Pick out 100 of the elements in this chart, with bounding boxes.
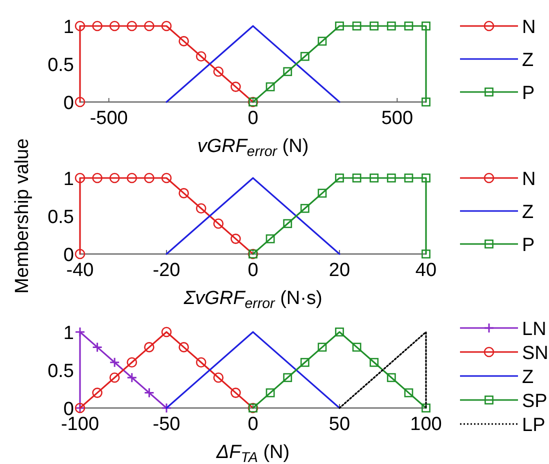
y-tick-label: 1 <box>63 323 74 344</box>
point <box>404 174 414 182</box>
x-axis-title: vGRF$_{error}$ (N) <box>197 136 309 160</box>
legend-label: P <box>522 83 535 104</box>
point <box>422 22 430 30</box>
point <box>161 172 172 184</box>
point <box>370 174 379 182</box>
point <box>335 22 344 30</box>
point <box>335 328 344 336</box>
y-tick-label: 0.5 <box>48 207 74 228</box>
y-tick-label: 0.5 <box>48 361 74 382</box>
point <box>404 22 414 30</box>
point <box>300 52 310 61</box>
point <box>352 22 362 30</box>
point <box>92 342 103 352</box>
x-axis-title: ΣvGRF$_{error}$ (N·s) <box>182 288 322 312</box>
point <box>196 203 206 214</box>
x-tick-label: -20 <box>152 260 180 281</box>
point <box>109 357 120 368</box>
point <box>266 82 275 92</box>
legend-label: LP <box>522 415 546 436</box>
point <box>196 357 206 368</box>
point <box>144 20 154 32</box>
point <box>109 172 120 184</box>
legend-label: N <box>522 169 536 190</box>
point <box>178 188 189 198</box>
point <box>144 172 154 184</box>
point <box>213 372 224 383</box>
x-tick-label: -50 <box>152 414 180 435</box>
point <box>213 218 224 229</box>
point <box>92 172 102 184</box>
point <box>109 372 120 383</box>
point <box>196 51 206 62</box>
legend-label: SN <box>522 343 548 364</box>
point <box>404 388 414 398</box>
point <box>144 342 154 352</box>
point <box>352 342 362 352</box>
point <box>300 204 310 213</box>
point <box>230 82 241 92</box>
point <box>370 22 379 30</box>
point <box>283 67 292 76</box>
point <box>318 36 327 46</box>
legend-label: Z <box>522 202 534 223</box>
point <box>74 172 86 184</box>
point <box>230 234 241 244</box>
x-axis-title: ΔF$_{TA}$ (N) <box>215 442 290 464</box>
x-tick-label: 0 <box>248 260 258 281</box>
x-tick-label: 0 <box>248 108 258 129</box>
x-tick-label: 40 <box>415 260 437 281</box>
y-tick-label: 0.5 <box>48 55 74 76</box>
point <box>74 326 86 338</box>
x-tick-label: -500 <box>90 108 128 129</box>
point <box>178 342 189 352</box>
point <box>126 372 138 383</box>
legend-label: SP <box>522 391 548 412</box>
point <box>230 388 241 398</box>
y-tick-label: 1 <box>63 169 74 190</box>
point <box>213 66 224 77</box>
y-axis-title: Membership value <box>12 138 33 294</box>
point <box>300 358 310 367</box>
legend-label: LN <box>522 319 546 340</box>
point <box>74 248 86 260</box>
point <box>266 234 275 244</box>
legend-label: P <box>522 235 535 256</box>
point <box>318 188 327 198</box>
point <box>352 174 362 182</box>
point <box>422 98 430 106</box>
point <box>92 388 102 398</box>
point <box>161 326 172 338</box>
point <box>161 402 172 414</box>
point <box>74 20 86 32</box>
point <box>126 357 138 368</box>
point <box>422 174 430 182</box>
point <box>178 36 189 46</box>
point <box>126 20 138 32</box>
x-tick-label: 100 <box>410 414 442 435</box>
legend-label: Z <box>522 50 534 71</box>
y-tick-label: 0 <box>63 93 74 114</box>
point <box>161 20 172 32</box>
point <box>266 388 275 398</box>
x-tick-label: 50 <box>328 414 350 435</box>
point <box>92 20 102 32</box>
point <box>370 358 379 367</box>
x-tick-label: 500 <box>381 108 414 129</box>
y-tick-label: 1 <box>63 17 74 38</box>
point <box>144 388 154 398</box>
point <box>386 373 396 382</box>
point <box>283 373 292 382</box>
point <box>318 342 327 352</box>
point <box>386 22 396 30</box>
x-tick-label: 20 <box>328 260 350 281</box>
point <box>109 20 120 32</box>
point <box>126 172 138 184</box>
point <box>386 174 396 182</box>
x-tick-label: 0 <box>248 414 258 435</box>
legend-label: N <box>522 17 536 38</box>
legend-label: Z <box>522 367 534 388</box>
point <box>422 404 430 412</box>
point <box>422 250 430 258</box>
point <box>335 174 344 182</box>
